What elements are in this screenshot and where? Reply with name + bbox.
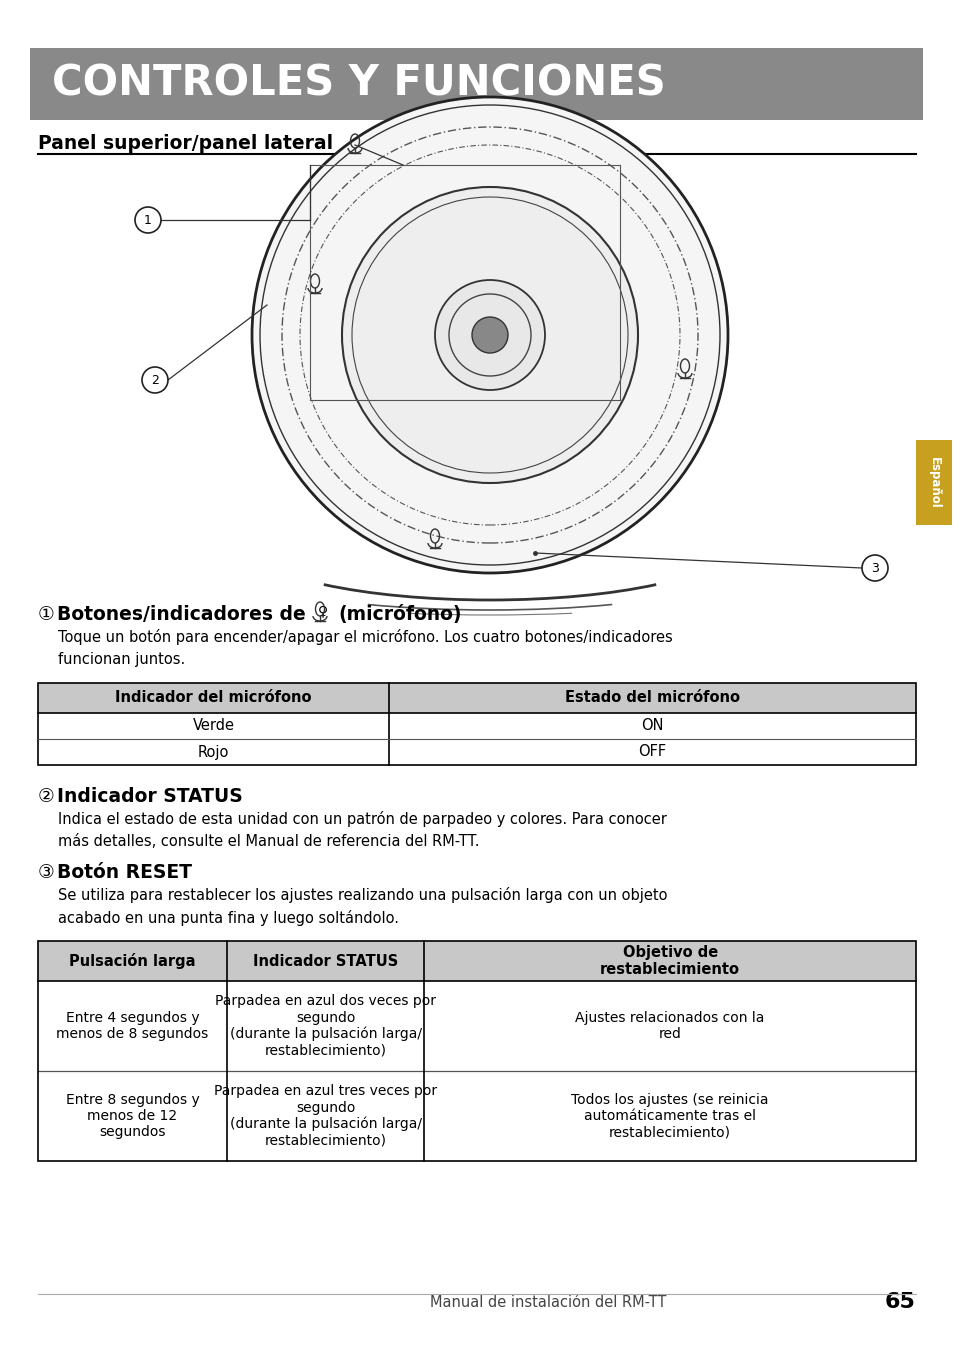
Text: Indicador del micrófono: Indicador del micrófono xyxy=(115,691,312,706)
Text: Pulsación larga: Pulsación larga xyxy=(69,953,195,969)
Text: 2: 2 xyxy=(151,373,159,387)
Bar xyxy=(38,683,915,765)
Text: Botón RESET: Botón RESET xyxy=(57,863,192,882)
Text: Indicador STATUS: Indicador STATUS xyxy=(253,953,397,968)
Text: Estado del micrófono: Estado del micrófono xyxy=(564,691,740,706)
Bar xyxy=(915,439,951,525)
Text: Botones/indicadores de: Botones/indicadores de xyxy=(57,604,305,625)
Text: (micrófono): (micrófono) xyxy=(337,604,461,625)
Circle shape xyxy=(472,316,507,353)
Text: Parpadea en azul dos veces por
segundo
(durante la pulsación larga/
restablecimi: Parpadea en azul dos veces por segundo (… xyxy=(214,995,436,1057)
Text: Verde: Verde xyxy=(193,718,234,734)
Text: ①: ① xyxy=(38,604,54,625)
Text: Ajustes relacionados con la
red: Ajustes relacionados con la red xyxy=(575,1011,764,1041)
Text: Indicador STATUS: Indicador STATUS xyxy=(57,787,242,806)
Text: 65: 65 xyxy=(884,1293,915,1311)
Text: ③: ③ xyxy=(38,863,54,882)
Text: 3: 3 xyxy=(870,561,878,575)
Text: CONTROLES Y FUNCIONES: CONTROLES Y FUNCIONES xyxy=(52,64,665,105)
Text: Se utiliza para restablecer los ajustes realizando una pulsación larga con un ob: Se utiliza para restablecer los ajustes … xyxy=(58,887,667,926)
Circle shape xyxy=(341,187,638,483)
Text: Entre 4 segundos y
menos de 8 segundos: Entre 4 segundos y menos de 8 segundos xyxy=(56,1011,209,1041)
Bar xyxy=(38,941,915,982)
Text: Entre 8 segundos y
menos de 12
segundos: Entre 8 segundos y menos de 12 segundos xyxy=(66,1092,199,1140)
Text: ②: ② xyxy=(38,787,54,806)
Bar xyxy=(38,683,915,713)
Text: Objetivo de
restablecimiento: Objetivo de restablecimiento xyxy=(599,945,740,977)
Text: Español: Español xyxy=(926,457,940,508)
Text: ON: ON xyxy=(640,718,663,734)
Text: Rojo: Rojo xyxy=(197,745,229,760)
Circle shape xyxy=(435,280,544,389)
Text: Manual de instalación del RM-TT: Manual de instalación del RM-TT xyxy=(430,1295,666,1310)
Text: Indica el estado de esta unidad con un patrón de parpadeo y colores. Para conoce: Indica el estado de esta unidad con un p… xyxy=(58,811,666,849)
Text: Panel superior/panel lateral: Panel superior/panel lateral xyxy=(38,134,333,153)
Circle shape xyxy=(252,97,727,573)
Text: 1: 1 xyxy=(144,214,152,227)
Text: Todos los ajustes (se reinicia
automáticamente tras el
restablecimiento): Todos los ajustes (se reinicia automátic… xyxy=(571,1092,768,1140)
Text: Toque un botón para encender/apagar el micrófono. Los cuatro botones/indicadores: Toque un botón para encender/apagar el m… xyxy=(58,629,672,667)
Text: OFF: OFF xyxy=(638,745,666,760)
Text: ♀: ♀ xyxy=(317,604,328,618)
Bar xyxy=(30,49,923,120)
Bar xyxy=(38,941,915,1161)
Text: Parpadea en azul tres veces por
segundo
(durante la pulsación larga/
restablecim: Parpadea en azul tres veces por segundo … xyxy=(213,1084,436,1148)
